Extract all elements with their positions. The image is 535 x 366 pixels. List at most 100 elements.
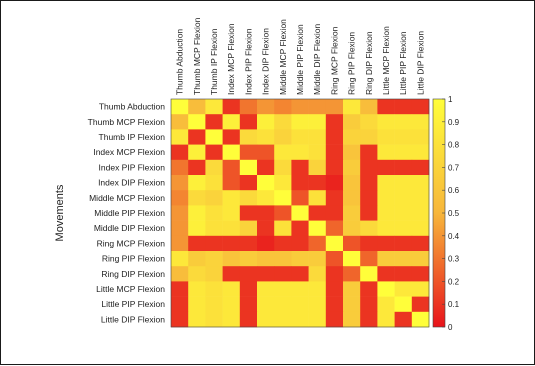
column-label: Index PIP Flexion (243, 28, 253, 95)
heatmap-cell (343, 281, 361, 297)
heatmap-cell (377, 190, 395, 206)
heatmap-cell (360, 311, 378, 328)
heatmap-cell (222, 129, 241, 145)
heatmap-cell (377, 220, 395, 237)
column-label: Little DIP Flexion (415, 31, 425, 95)
heatmap-cell (343, 99, 361, 115)
heatmap-cell (360, 190, 378, 206)
column-label: Middle PIP Flexion (295, 24, 305, 95)
heatmap-cell (222, 114, 241, 130)
heatmap-cell (205, 205, 223, 221)
colorbar-tick-label: 0.9 (448, 118, 460, 127)
heatmap-cell (257, 205, 275, 221)
heatmap-cell (291, 129, 309, 145)
heatmap-cell (188, 114, 206, 130)
heatmap-cell (257, 175, 275, 191)
heatmap-cell (308, 159, 327, 176)
heatmap-cell (308, 220, 327, 237)
heatmap-cell (274, 129, 292, 145)
heatmap-cell (411, 281, 430, 297)
heatmap-cell (171, 235, 189, 252)
heatmap-cell (360, 251, 378, 267)
heatmap-cell (308, 114, 327, 130)
heatmap-cell (257, 114, 275, 130)
heatmap-cell (377, 311, 395, 328)
heatmap-cell (411, 114, 430, 130)
heatmap-cell (171, 190, 189, 206)
heatmap-cell (188, 296, 206, 313)
heatmap-cell (222, 175, 241, 191)
heatmap-cell (239, 266, 258, 282)
heatmap-cell (274, 251, 292, 267)
heatmap-cell (171, 99, 189, 115)
column-label: Ring DIP Flexion (364, 31, 374, 95)
heatmap-cell (325, 281, 344, 297)
heatmap-cell (205, 281, 223, 297)
colorbar-tick-label: 0.6 (448, 186, 460, 195)
heatmap-cell (222, 281, 241, 297)
row-label: Thumb MCP Flexion (88, 117, 166, 127)
row-label: Middle PIP Flexion (94, 208, 165, 218)
row-label: Ring PIP Flexion (102, 254, 165, 264)
heatmap-cell (239, 175, 258, 191)
heatmap-cell (171, 129, 189, 145)
heatmap-cell (222, 190, 241, 206)
heatmap-cell (360, 144, 378, 161)
heatmap-cell (394, 311, 413, 328)
heatmap-cell (222, 205, 241, 221)
colorbar-tick-label: 0 (448, 323, 453, 332)
heatmap-cell (171, 266, 189, 282)
heatmap-cell (205, 99, 223, 115)
heatmap-cell (205, 129, 223, 145)
heatmap-cell (274, 99, 292, 115)
heatmap-cell (360, 220, 378, 237)
heatmap-cell (411, 190, 430, 206)
y-axis-label: Movements (54, 184, 66, 241)
heatmap-cell (411, 99, 430, 115)
heatmap-cell (394, 266, 413, 282)
heatmap-cell (360, 281, 378, 297)
column-label: Middle DIP Flexion (312, 24, 322, 95)
heatmap-cell (222, 99, 241, 115)
heatmap-cell (188, 205, 206, 221)
heatmap-cell (239, 296, 258, 313)
row-label: Thumb IP Flexion (99, 132, 166, 142)
heatmap-cell (325, 205, 344, 221)
heatmap-cell (188, 235, 206, 252)
heatmap-cell (308, 235, 327, 252)
heatmap-cell (411, 235, 430, 252)
heatmap-cell (291, 144, 309, 161)
heatmap-cell (360, 266, 378, 282)
heatmap-cell (325, 296, 344, 313)
colorbar-tick-label: 0.4 (448, 232, 460, 241)
heatmap-cell (291, 190, 309, 206)
row-label: Ring MCP Flexion (97, 238, 166, 248)
heatmap-cell (205, 159, 223, 176)
heatmap-cell (377, 205, 395, 221)
heatmap-cell (308, 129, 327, 145)
heatmap-cell (257, 159, 275, 176)
heatmap-cell (171, 159, 189, 176)
heatmap-cell (274, 281, 292, 297)
heatmap-cell (274, 159, 292, 176)
row-label: Index MCP Flexion (93, 147, 165, 157)
heatmap-cell (274, 144, 292, 161)
heatmap-cell (188, 251, 206, 267)
row-label: Little PIP Flexion (101, 299, 165, 309)
heatmap-cell (274, 311, 292, 328)
heatmap-cell (257, 281, 275, 297)
heatmap-cell (377, 266, 395, 282)
heatmap-cell (343, 159, 361, 176)
heatmap-cell (360, 99, 378, 115)
heatmap-cell (394, 296, 413, 313)
heatmap-cell (188, 99, 206, 115)
heatmap-cell (257, 129, 275, 145)
heatmap-cell (325, 266, 344, 282)
heatmap-cell (325, 311, 344, 328)
heatmap-cell (205, 144, 223, 161)
heatmap-cell (291, 220, 309, 237)
heatmap-cell (188, 281, 206, 297)
heatmap-cell (239, 99, 258, 115)
row-label: Middle DIP Flexion (94, 223, 165, 233)
